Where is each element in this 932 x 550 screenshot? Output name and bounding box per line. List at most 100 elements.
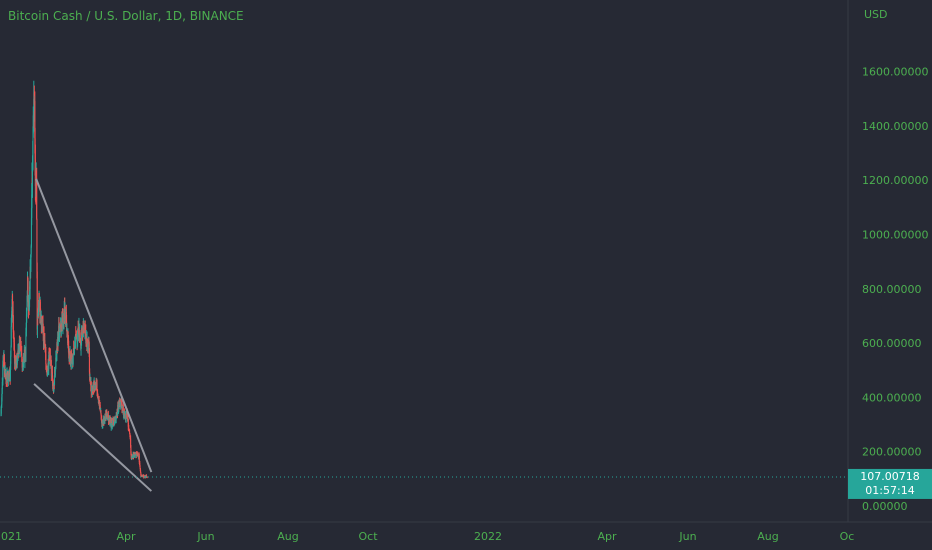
candle-body <box>130 447 132 454</box>
x-tick-label: Jun <box>196 530 214 543</box>
candle-body <box>115 415 117 420</box>
y-axis: 0.00000 200.00000 400.00000 600.00000 800.00… <box>862 66 928 513</box>
candle-body <box>44 340 46 347</box>
candle-body <box>81 331 83 344</box>
candle-body <box>16 361 18 365</box>
candle-body <box>2 364 4 381</box>
candle-body <box>88 342 90 354</box>
candle-body <box>114 419 116 425</box>
last-price-tag: 107.00718 01:57:14 <box>848 468 932 499</box>
time-axis-panel[interactable] <box>0 522 848 550</box>
y-tick-label: 200.00000 <box>862 446 922 459</box>
candle-body <box>63 320 65 323</box>
candle-body <box>118 400 120 407</box>
candle-body <box>27 280 29 298</box>
y-tick-label: 1000.00000 <box>862 229 928 242</box>
candle-body <box>127 413 129 418</box>
candle-body <box>145 475 147 477</box>
candle-body <box>138 456 140 463</box>
lower-trendline[interactable] <box>33 383 153 492</box>
candle-body <box>10 347 12 356</box>
y-tick-label: 1200.00000 <box>862 174 928 187</box>
candle <box>38 300 40 317</box>
candle-body <box>25 331 27 355</box>
candle-body <box>9 370 11 377</box>
candle-body <box>36 178 38 219</box>
candle <box>72 354 74 366</box>
candle-body <box>50 365 52 376</box>
candle-body <box>129 430 131 434</box>
candle-body <box>36 271 38 330</box>
candle-body <box>41 316 43 323</box>
x-tick-label: Apr <box>597 530 617 543</box>
candle-body <box>12 322 14 333</box>
candle-body <box>145 476 147 478</box>
candle-body <box>0 406 2 414</box>
candle-body <box>48 355 50 370</box>
candle-body <box>10 326 12 348</box>
candle-body <box>59 327 61 331</box>
candle-body <box>83 324 85 326</box>
candle-body <box>14 351 16 365</box>
candle-body <box>32 133 34 157</box>
candle-body <box>9 363 11 379</box>
candle-body <box>139 468 141 472</box>
candle-body <box>51 371 53 379</box>
candle-body <box>72 354 74 365</box>
candle-body <box>116 412 118 414</box>
upper-trendline[interactable] <box>35 178 153 473</box>
candle-body <box>14 361 16 367</box>
candle-body <box>26 302 28 310</box>
candle-body <box>29 286 31 301</box>
candle-body <box>6 372 8 384</box>
candle-body <box>43 332 45 339</box>
y-tick-label: 1400.00000 <box>862 120 928 133</box>
candle-body <box>10 355 12 364</box>
candle-body <box>134 455 136 457</box>
bar-countdown: 01:57:14 <box>865 484 914 497</box>
candle-body <box>100 414 102 420</box>
candle <box>9 366 11 377</box>
candle-body <box>45 353 47 364</box>
candle-body <box>100 410 102 415</box>
x-tick-label: 2022 <box>474 530 502 543</box>
price-axis-panel[interactable] <box>848 0 932 522</box>
x-tick-label: Apr <box>116 530 136 543</box>
candle-body <box>129 434 131 436</box>
y-tick-label: 800.00000 <box>862 283 922 296</box>
candle-body <box>139 463 141 466</box>
y-tick-label: 600.00000 <box>862 337 922 350</box>
candle-body <box>139 465 141 469</box>
chart-title: Bitcoin Cash / U.S. Dollar, 1D, BINANCE <box>8 9 244 23</box>
x-tick-label: Aug <box>277 530 298 543</box>
candle-body <box>110 421 112 427</box>
y-tick-label: 0.00000 <box>862 500 908 513</box>
candle-body <box>125 414 127 419</box>
candle <box>36 167 38 220</box>
last-price-value: 107.00718 <box>860 470 920 483</box>
candle-body <box>130 438 132 448</box>
candle <box>118 400 120 409</box>
candle-body <box>78 326 80 335</box>
candle-body <box>30 254 32 265</box>
candle-body <box>86 338 88 348</box>
candle-body <box>38 300 40 314</box>
candle-body <box>96 383 98 394</box>
candle-body <box>13 343 15 352</box>
candle-body <box>24 354 26 362</box>
candle-body <box>19 339 21 351</box>
x-tick-label: Oct <box>358 530 378 543</box>
candle-body <box>55 350 57 361</box>
candle <box>107 410 109 420</box>
candle-body <box>54 370 56 385</box>
candle-body <box>122 405 124 415</box>
candle-body <box>23 357 25 364</box>
x-axis: 2021 Apr Jun Aug Oct 2022 Apr Jun Aug Oc <box>0 530 854 543</box>
trendlines-layer <box>33 178 153 492</box>
y-tick-label: 400.00000 <box>862 391 922 404</box>
x-tick-label: 2021 <box>0 530 22 543</box>
candle-body <box>54 367 56 376</box>
candle-body <box>8 374 10 379</box>
